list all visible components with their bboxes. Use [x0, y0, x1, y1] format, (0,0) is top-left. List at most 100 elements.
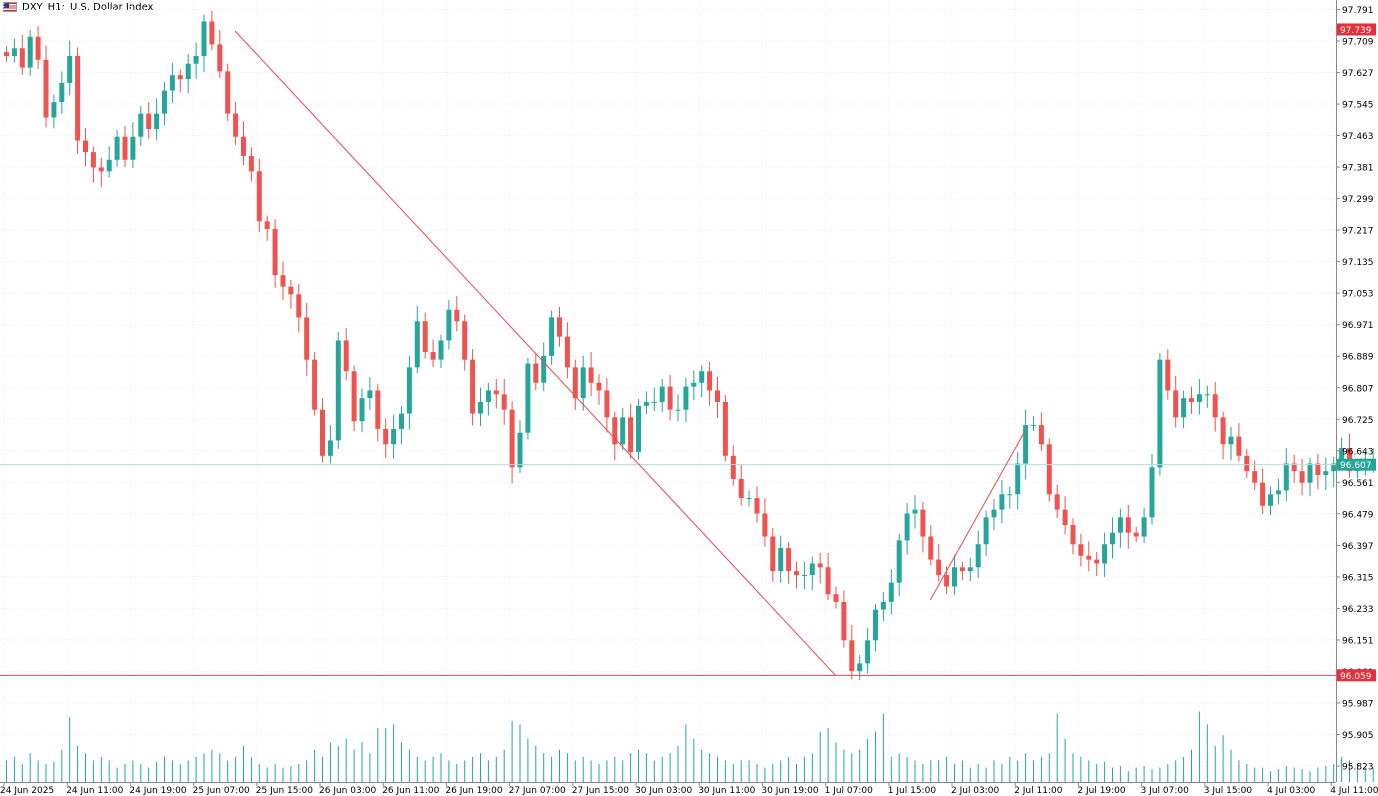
candle-body: [1315, 463, 1321, 476]
candle-body: [817, 563, 823, 568]
candle-body: [880, 601, 886, 610]
candle-body: [920, 509, 926, 537]
candle-body: [683, 386, 689, 410]
candle-body: [98, 167, 104, 172]
time-tick-label: 26 Jun 19:00: [445, 786, 502, 796]
candle-body: [430, 352, 436, 360]
trend-high-price-label: 97.739: [1340, 26, 1372, 36]
candle-body: [501, 394, 507, 410]
candle-body: [849, 640, 855, 672]
candle-body: [1339, 448, 1345, 464]
candle-body: [912, 509, 918, 514]
candle-body: [1196, 394, 1202, 402]
candle-body: [841, 601, 847, 641]
candle-body: [999, 494, 1005, 510]
time-tick-label: 2 Jul 19:00: [1077, 786, 1126, 796]
candle-body: [730, 455, 736, 479]
candle-body: [1133, 532, 1139, 537]
candle-body: [1331, 463, 1337, 472]
candle-body: [241, 136, 246, 156]
trend-line: [234, 30, 836, 676]
candle-body: [1299, 471, 1305, 483]
price-tick-label: 97.545: [1342, 101, 1374, 111]
candle-body: [794, 571, 799, 575]
candles: [4, 10, 1376, 681]
candle-body: [667, 386, 673, 410]
candle-body: [1094, 559, 1100, 564]
candle-body: [1189, 398, 1194, 402]
candle-body: [485, 390, 491, 402]
candle-body: [896, 540, 902, 583]
candle-body: [1062, 509, 1068, 526]
price-axis-labels: 97.791 97.709 97.627 97.545 97.463 97.381 97.2…: [1336, 6, 1374, 773]
candle-body: [43, 59, 49, 118]
time-tick-label: 26 Jun 03:00: [319, 786, 376, 796]
candle-body: [320, 409, 325, 456]
candle-body: [1291, 463, 1297, 472]
current-price-label: 96.607: [1340, 461, 1372, 471]
candle-body: [304, 317, 310, 360]
time-tick-label: 26 Jun 11:00: [382, 786, 439, 796]
candle-body: [493, 390, 499, 395]
candle-body: [201, 21, 207, 56]
candle-body: [280, 275, 286, 287]
candle-body: [154, 113, 160, 130]
candle-body: [778, 548, 784, 572]
candle-body: [1204, 394, 1210, 396]
price-tick-label: 96.479: [1342, 510, 1374, 520]
candle-body: [312, 359, 318, 410]
time-tick-label: 4 Jul 03:00: [1267, 786, 1316, 796]
candle-body: [967, 567, 973, 572]
candle-body: [248, 155, 254, 172]
candle-body: [746, 498, 752, 500]
candle-body: [1268, 494, 1273, 506]
candle-body: [738, 478, 744, 499]
candle-body: [715, 390, 720, 402]
candle-body: [138, 113, 144, 137]
candle-body: [1054, 494, 1060, 510]
candle-body: [327, 440, 333, 456]
candle-body: [659, 386, 665, 402]
candle-body: [11, 48, 17, 56]
candle-body: [857, 663, 863, 672]
candle-body: [572, 367, 578, 399]
candle-body: [59, 82, 65, 103]
candle-body: [256, 171, 262, 222]
price-tick-label: 97.381: [1342, 164, 1374, 174]
price-tick-label: 96.397: [1342, 542, 1374, 552]
candle-body: [51, 102, 57, 118]
candle-body: [983, 517, 989, 545]
candle-body: [1228, 436, 1234, 445]
candle-body: [580, 367, 586, 399]
candle-body: [162, 90, 167, 114]
candle-body: [169, 75, 175, 91]
time-tick-label: 27 Jun 15:00: [572, 786, 629, 796]
candle-body: [383, 428, 389, 445]
candle-body: [952, 567, 957, 587]
candle-body: [770, 536, 776, 572]
time-tick-label: 24 Jun 2025: [0, 786, 54, 796]
candle-body: [833, 594, 839, 602]
time-tick-label: 24 Jun 19:00: [129, 786, 186, 796]
candle-body: [959, 567, 965, 572]
candle-body: [1275, 490, 1281, 495]
time-tick-label: 3 Jul 15:00: [1204, 786, 1253, 796]
time-tick-label: 4 Jul 11:00: [1330, 786, 1378, 796]
candle-body: [1015, 463, 1021, 495]
time-tick-label: 30 Jun 11:00: [698, 786, 755, 796]
candle-body: [422, 321, 428, 353]
time-tick-label: 1 Jul 07:00: [825, 786, 874, 796]
candle-body: [588, 367, 594, 383]
candle-body: [351, 371, 357, 422]
trend-high-price-label-bg: [1337, 23, 1376, 36]
candle-body: [90, 152, 96, 168]
candle-body: [643, 401, 649, 406]
price-tick-label: 97.135: [1342, 258, 1374, 268]
candle-body: [928, 536, 934, 560]
candle-body: [367, 390, 373, 399]
price-tick-label: 96.725: [1342, 416, 1374, 426]
candle-body: [177, 75, 183, 80]
price-tick-label: 97.217: [1342, 227, 1374, 237]
candle-body: [296, 294, 302, 318]
